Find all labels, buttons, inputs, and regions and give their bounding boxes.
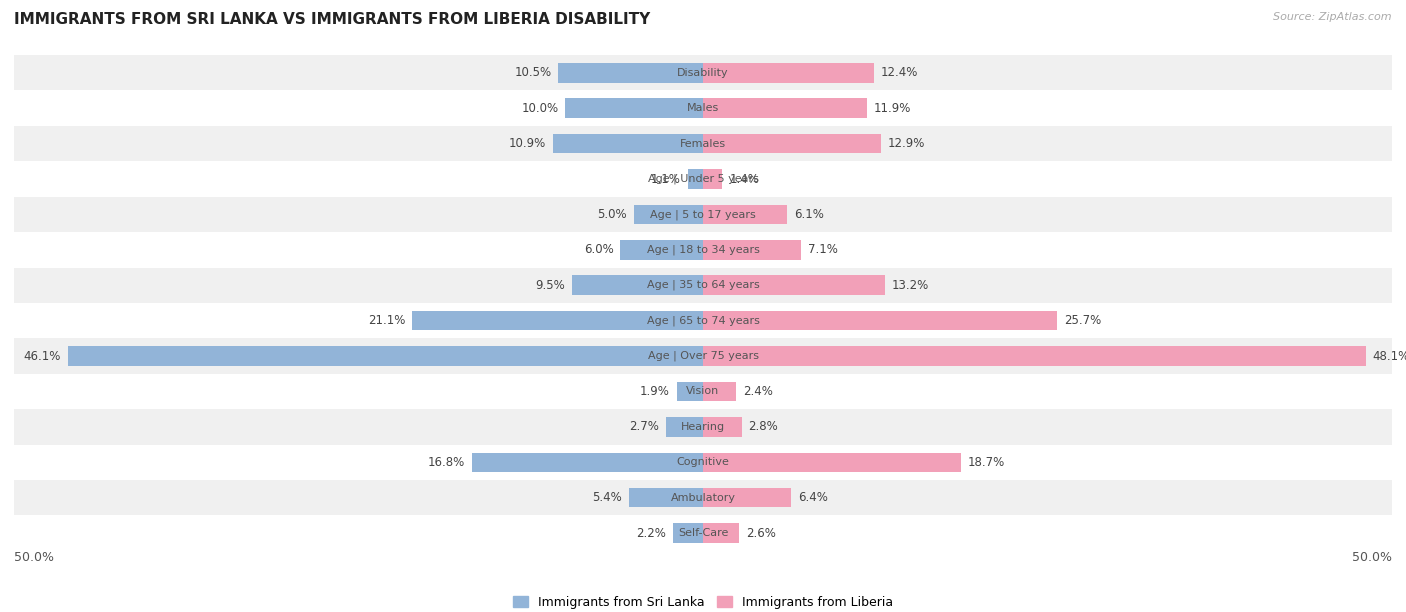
Bar <box>620 240 703 259</box>
Bar <box>14 515 1392 551</box>
Text: Hearing: Hearing <box>681 422 725 432</box>
Text: 6.4%: 6.4% <box>799 491 828 504</box>
Text: Age | 5 to 17 years: Age | 5 to 17 years <box>650 209 756 220</box>
Text: 5.4%: 5.4% <box>592 491 621 504</box>
Text: 18.7%: 18.7% <box>967 456 1005 469</box>
Bar <box>14 444 1392 480</box>
Text: IMMIGRANTS FROM SRI LANKA VS IMMIGRANTS FROM LIBERIA DISABILITY: IMMIGRANTS FROM SRI LANKA VS IMMIGRANTS … <box>14 12 651 28</box>
Text: 2.2%: 2.2% <box>636 526 666 540</box>
Bar <box>471 452 703 472</box>
Text: 10.5%: 10.5% <box>515 66 551 80</box>
Text: 12.9%: 12.9% <box>887 137 925 150</box>
Text: 10.9%: 10.9% <box>509 137 546 150</box>
Bar <box>67 346 703 366</box>
Text: Age | 18 to 34 years: Age | 18 to 34 years <box>647 245 759 255</box>
Bar <box>666 417 703 436</box>
Text: Females: Females <box>681 138 725 149</box>
Bar <box>703 99 868 118</box>
Bar <box>688 170 703 188</box>
Bar <box>703 240 801 259</box>
Text: 25.7%: 25.7% <box>1064 314 1101 327</box>
Bar <box>14 338 1392 374</box>
Bar <box>703 170 723 188</box>
Bar <box>703 346 1365 366</box>
Text: Age | 35 to 64 years: Age | 35 to 64 years <box>647 280 759 291</box>
Bar <box>558 63 703 83</box>
Text: 9.5%: 9.5% <box>536 278 565 292</box>
Bar <box>14 196 1392 232</box>
Text: 16.8%: 16.8% <box>427 456 464 469</box>
Bar <box>14 55 1392 91</box>
Bar <box>703 63 875 83</box>
Text: 7.1%: 7.1% <box>807 244 838 256</box>
Text: 12.4%: 12.4% <box>880 66 918 80</box>
Bar <box>703 204 787 224</box>
Bar <box>672 523 703 543</box>
Bar <box>14 232 1392 267</box>
Text: Self-Care: Self-Care <box>678 528 728 538</box>
Text: 48.1%: 48.1% <box>1372 349 1406 362</box>
Text: Age | Over 75 years: Age | Over 75 years <box>648 351 758 361</box>
Text: 46.1%: 46.1% <box>24 349 60 362</box>
Text: 50.0%: 50.0% <box>1353 551 1392 564</box>
Text: Source: ZipAtlas.com: Source: ZipAtlas.com <box>1274 12 1392 22</box>
Bar <box>703 488 792 507</box>
Text: Males: Males <box>688 103 718 113</box>
Text: 1.1%: 1.1% <box>651 173 681 185</box>
Text: Age | Under 5 years: Age | Under 5 years <box>648 174 758 184</box>
Bar <box>412 311 703 330</box>
Text: 1.9%: 1.9% <box>640 385 669 398</box>
Bar <box>628 488 703 507</box>
Bar <box>14 409 1392 444</box>
Bar <box>703 382 737 401</box>
Text: 2.8%: 2.8% <box>748 420 778 433</box>
Bar <box>703 417 741 436</box>
Bar <box>14 480 1392 515</box>
Text: 21.1%: 21.1% <box>368 314 405 327</box>
Text: Vision: Vision <box>686 386 720 397</box>
Bar <box>14 374 1392 409</box>
Bar <box>703 275 884 295</box>
Text: 2.7%: 2.7% <box>628 420 659 433</box>
Bar <box>703 134 880 154</box>
Bar <box>703 523 738 543</box>
Text: 2.6%: 2.6% <box>745 526 776 540</box>
Bar <box>572 275 703 295</box>
Text: 50.0%: 50.0% <box>14 551 53 564</box>
Bar <box>14 267 1392 303</box>
Text: Ambulatory: Ambulatory <box>671 493 735 502</box>
Text: Disability: Disability <box>678 68 728 78</box>
Text: 1.4%: 1.4% <box>730 173 759 185</box>
Bar <box>703 311 1057 330</box>
Bar <box>14 126 1392 162</box>
Bar <box>14 91 1392 126</box>
Text: 13.2%: 13.2% <box>891 278 929 292</box>
Text: 6.1%: 6.1% <box>794 208 824 221</box>
Bar <box>634 204 703 224</box>
Text: Cognitive: Cognitive <box>676 457 730 468</box>
Text: Age | 65 to 74 years: Age | 65 to 74 years <box>647 315 759 326</box>
Bar <box>565 99 703 118</box>
Bar <box>14 162 1392 196</box>
Text: 2.4%: 2.4% <box>742 385 773 398</box>
Bar <box>676 382 703 401</box>
Text: 5.0%: 5.0% <box>598 208 627 221</box>
Text: 10.0%: 10.0% <box>522 102 558 114</box>
Text: 11.9%: 11.9% <box>875 102 911 114</box>
Legend: Immigrants from Sri Lanka, Immigrants from Liberia: Immigrants from Sri Lanka, Immigrants fr… <box>513 596 893 609</box>
Text: 6.0%: 6.0% <box>583 244 613 256</box>
Bar <box>553 134 703 154</box>
Bar <box>703 452 960 472</box>
Bar <box>14 303 1392 338</box>
